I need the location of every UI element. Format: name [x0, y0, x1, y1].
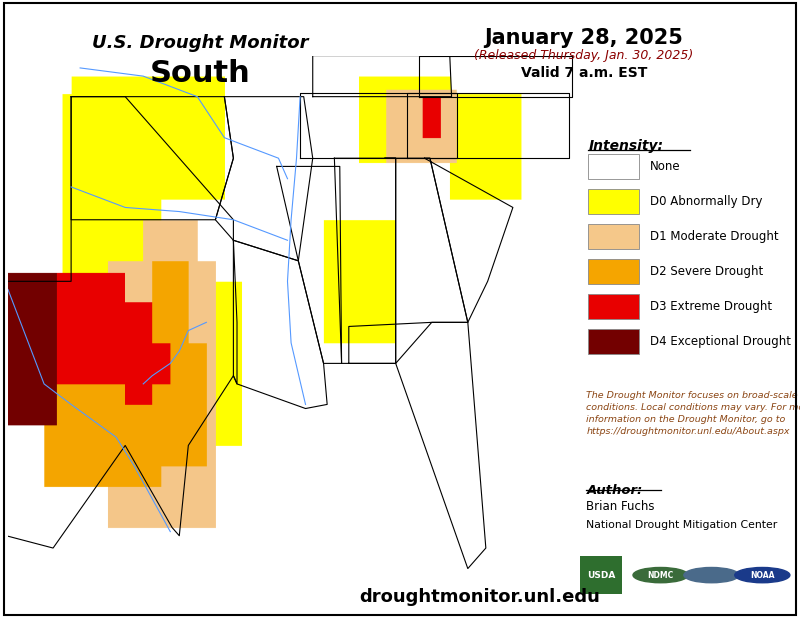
Text: (Released Thursday, Jan. 30, 2025): (Released Thursday, Jan. 30, 2025) [474, 49, 694, 62]
Text: D3 Extreme Drought: D3 Extreme Drought [650, 300, 772, 313]
Text: NOAA: NOAA [750, 570, 774, 580]
Text: U.S. Drought Monitor: U.S. Drought Monitor [92, 34, 308, 52]
Bar [580, 556, 622, 594]
Text: D0 Abnormally Dry: D0 Abnormally Dry [650, 195, 762, 208]
Text: Intensity:: Intensity: [589, 140, 663, 153]
Text: D1 Moderate Drought: D1 Moderate Drought [650, 230, 778, 243]
FancyBboxPatch shape [589, 329, 639, 354]
Text: National Drought Mitigation Center: National Drought Mitigation Center [586, 520, 778, 530]
Text: Brian Fuchs: Brian Fuchs [586, 500, 655, 513]
Text: D4 Exceptional Drought: D4 Exceptional Drought [650, 336, 791, 349]
Text: Valid 7 a.m. EST: Valid 7 a.m. EST [521, 66, 647, 80]
Circle shape [633, 567, 688, 583]
Text: D2 Severe Drought: D2 Severe Drought [650, 265, 763, 278]
Text: January 28, 2025: January 28, 2025 [485, 28, 683, 48]
Text: droughtmonitor.unl.edu: droughtmonitor.unl.edu [359, 588, 601, 606]
FancyBboxPatch shape [589, 260, 639, 284]
Text: South: South [150, 59, 250, 88]
Circle shape [684, 567, 739, 583]
FancyBboxPatch shape [589, 224, 639, 249]
FancyBboxPatch shape [589, 154, 639, 179]
Text: USDA: USDA [587, 570, 615, 580]
Text: The Drought Monitor focuses on broad-scale
conditions. Local conditions may vary: The Drought Monitor focuses on broad-sca… [586, 391, 800, 436]
Circle shape [734, 567, 790, 583]
Text: NDMC: NDMC [647, 570, 674, 580]
FancyBboxPatch shape [589, 294, 639, 319]
Text: Author:: Author: [586, 484, 642, 497]
Text: None: None [650, 160, 681, 173]
FancyBboxPatch shape [589, 189, 639, 214]
